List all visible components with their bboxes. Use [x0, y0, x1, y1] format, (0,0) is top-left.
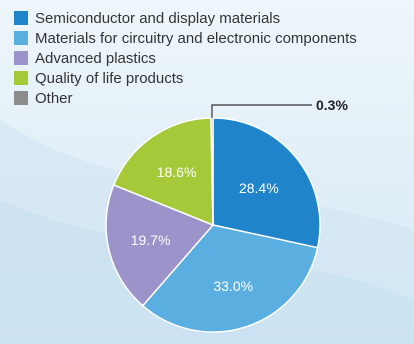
slice-label-other: 0.3%	[316, 97, 348, 113]
legend-swatch-semiconductor	[14, 11, 28, 25]
legend-swatch-plastics	[14, 51, 28, 65]
legend-label-semiconductor: Semiconductor and display materials	[35, 9, 281, 27]
pie-slice-semiconductor	[212, 117, 321, 249]
legend-entry-plastics: Advanced plastics	[14, 48, 357, 68]
slice-label-circuitry: 33.0%	[213, 278, 253, 294]
legend-label-quality-of-life: Quality of life products	[35, 69, 184, 87]
legend-entry-other: Other	[14, 88, 357, 108]
legend-entry-circuitry: Materials for circuitry and electronic c…	[14, 28, 357, 48]
legend-entry-quality-of-life: Quality of life products	[14, 68, 357, 88]
pie-slice-circuitry	[141, 224, 319, 333]
legend-label-other: Other	[35, 89, 73, 107]
legend-label-plastics: Advanced plastics	[35, 49, 156, 67]
callout-line-other	[211, 104, 312, 119]
legend-label-circuitry: Materials for circuitry and electronic c…	[35, 29, 357, 47]
legend-swatch-circuitry	[14, 31, 28, 45]
slice-label-plastics: 19.7%	[131, 232, 171, 248]
legend-entry-semiconductor: Semiconductor and display materials	[14, 8, 357, 28]
chart-legend: Semiconductor and display materials Mate…	[14, 8, 357, 108]
legend-swatch-quality-of-life	[14, 71, 28, 85]
slice-label-semiconductor: 28.4%	[239, 180, 279, 196]
pie-slice-plastics	[105, 184, 215, 307]
slice-label-quality-of-life: 18.6%	[157, 164, 197, 180]
legend-swatch-other	[14, 91, 28, 105]
pie-slice-quality-of-life	[112, 117, 214, 227]
